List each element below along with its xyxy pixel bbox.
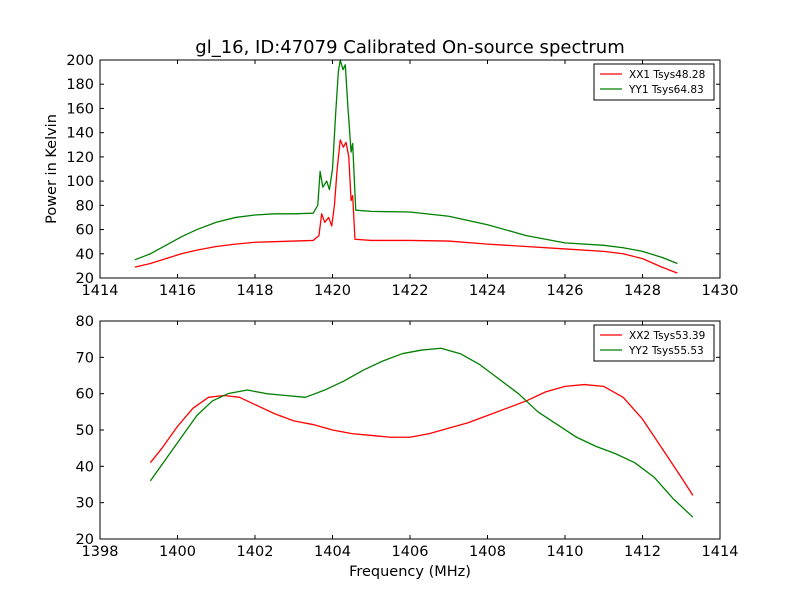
top-legend-label-yy1: YY1 Tsys64.83 <box>628 84 704 96</box>
top-ticks-group: 1414 1416 1418 1420 1422 1424 1426 1428 1430 20 40… <box>66 53 738 299</box>
x-tick-label: 1402 <box>237 544 274 560</box>
top-spectrum-chart: gl_16, ID:47079 Calibrated On-source spe… <box>44 37 738 299</box>
series-line-yy1 <box>134 59 678 265</box>
bottom-legend-box <box>593 324 715 362</box>
series-line-yy2 <box>149 347 694 518</box>
x-tick-label: 1398 <box>82 544 119 560</box>
y-tick-label: 100 <box>66 174 94 190</box>
bottom-legend-label-yy2: YY2 Tsys55.53 <box>628 345 704 357</box>
y-tick-label: 20 <box>76 271 94 287</box>
x-tick-label: 1424 <box>469 283 506 299</box>
bottom-spectrum-chart: 1398 1400 1402 1404 1406 1408 1410 1412 1414 20 30… <box>76 314 739 580</box>
x-tick-label: 1414 <box>702 544 739 560</box>
x-tick-label: 1430 <box>702 283 739 299</box>
x-tick-label: 1416 <box>159 283 196 299</box>
series-line-xx1 <box>134 139 678 274</box>
x-tick-label: 1426 <box>547 283 584 299</box>
x-tick-label: 1406 <box>392 544 429 560</box>
y-tick-label: 80 <box>76 198 94 214</box>
top-legend-box <box>593 63 715 101</box>
top-legend: XX1 Tsys48.28 YY1 Tsys64.83 <box>593 63 715 101</box>
x-tick-label: 1428 <box>624 283 661 299</box>
bottom-legend: XX2 Tsys53.39 YY2 Tsys55.53 <box>593 324 715 362</box>
y-tick-label: 70 <box>76 350 94 366</box>
y-tick-label: 40 <box>76 247 94 263</box>
y-tick-label: 80 <box>76 314 94 330</box>
x-tick-label: 1404 <box>314 544 351 560</box>
y-tick-label: 40 <box>76 459 94 475</box>
bottom-plot-frame <box>99 320 721 540</box>
y-tick-label: 140 <box>66 126 94 142</box>
top-legend-label-xx1: XX1 Tsys48.28 <box>629 69 705 81</box>
bottom-x-axis-label: Frequency (MHz) <box>349 564 471 580</box>
y-tick-label: 180 <box>66 77 94 93</box>
x-tick-label: 1410 <box>547 544 584 560</box>
top-y-axis-label: Power in Kelvin <box>44 114 60 224</box>
y-tick-label: 60 <box>76 223 94 239</box>
bottom-series-group <box>149 347 694 518</box>
bottom-legend-label-xx2: XX2 Tsys53.39 <box>629 330 705 342</box>
y-tick-label: 50 <box>76 423 94 439</box>
bottom-ticks-group: 1398 1400 1402 1404 1406 1408 1410 1412 1414 20 30… <box>76 314 739 560</box>
x-tick-label: 1418 <box>237 283 274 299</box>
y-tick-label: 30 <box>76 496 94 512</box>
y-tick-label: 120 <box>66 150 94 166</box>
y-tick-label: 60 <box>76 387 94 403</box>
y-tick-label: 200 <box>66 53 94 69</box>
top-plot-frame <box>99 59 721 279</box>
x-tick-label: 1412 <box>624 544 661 560</box>
y-tick-label: 20 <box>76 532 94 548</box>
x-tick-label: 1420 <box>314 283 351 299</box>
x-tick-label: 1408 <box>469 544 506 560</box>
x-tick-label: 1414 <box>82 283 119 299</box>
x-tick-label: 1422 <box>392 283 429 299</box>
top-series-group <box>134 59 678 274</box>
top-chart-title: gl_16, ID:47079 Calibrated On-source spe… <box>195 37 624 58</box>
y-tick-label: 160 <box>66 101 94 117</box>
x-tick-label: 1400 <box>159 544 196 560</box>
